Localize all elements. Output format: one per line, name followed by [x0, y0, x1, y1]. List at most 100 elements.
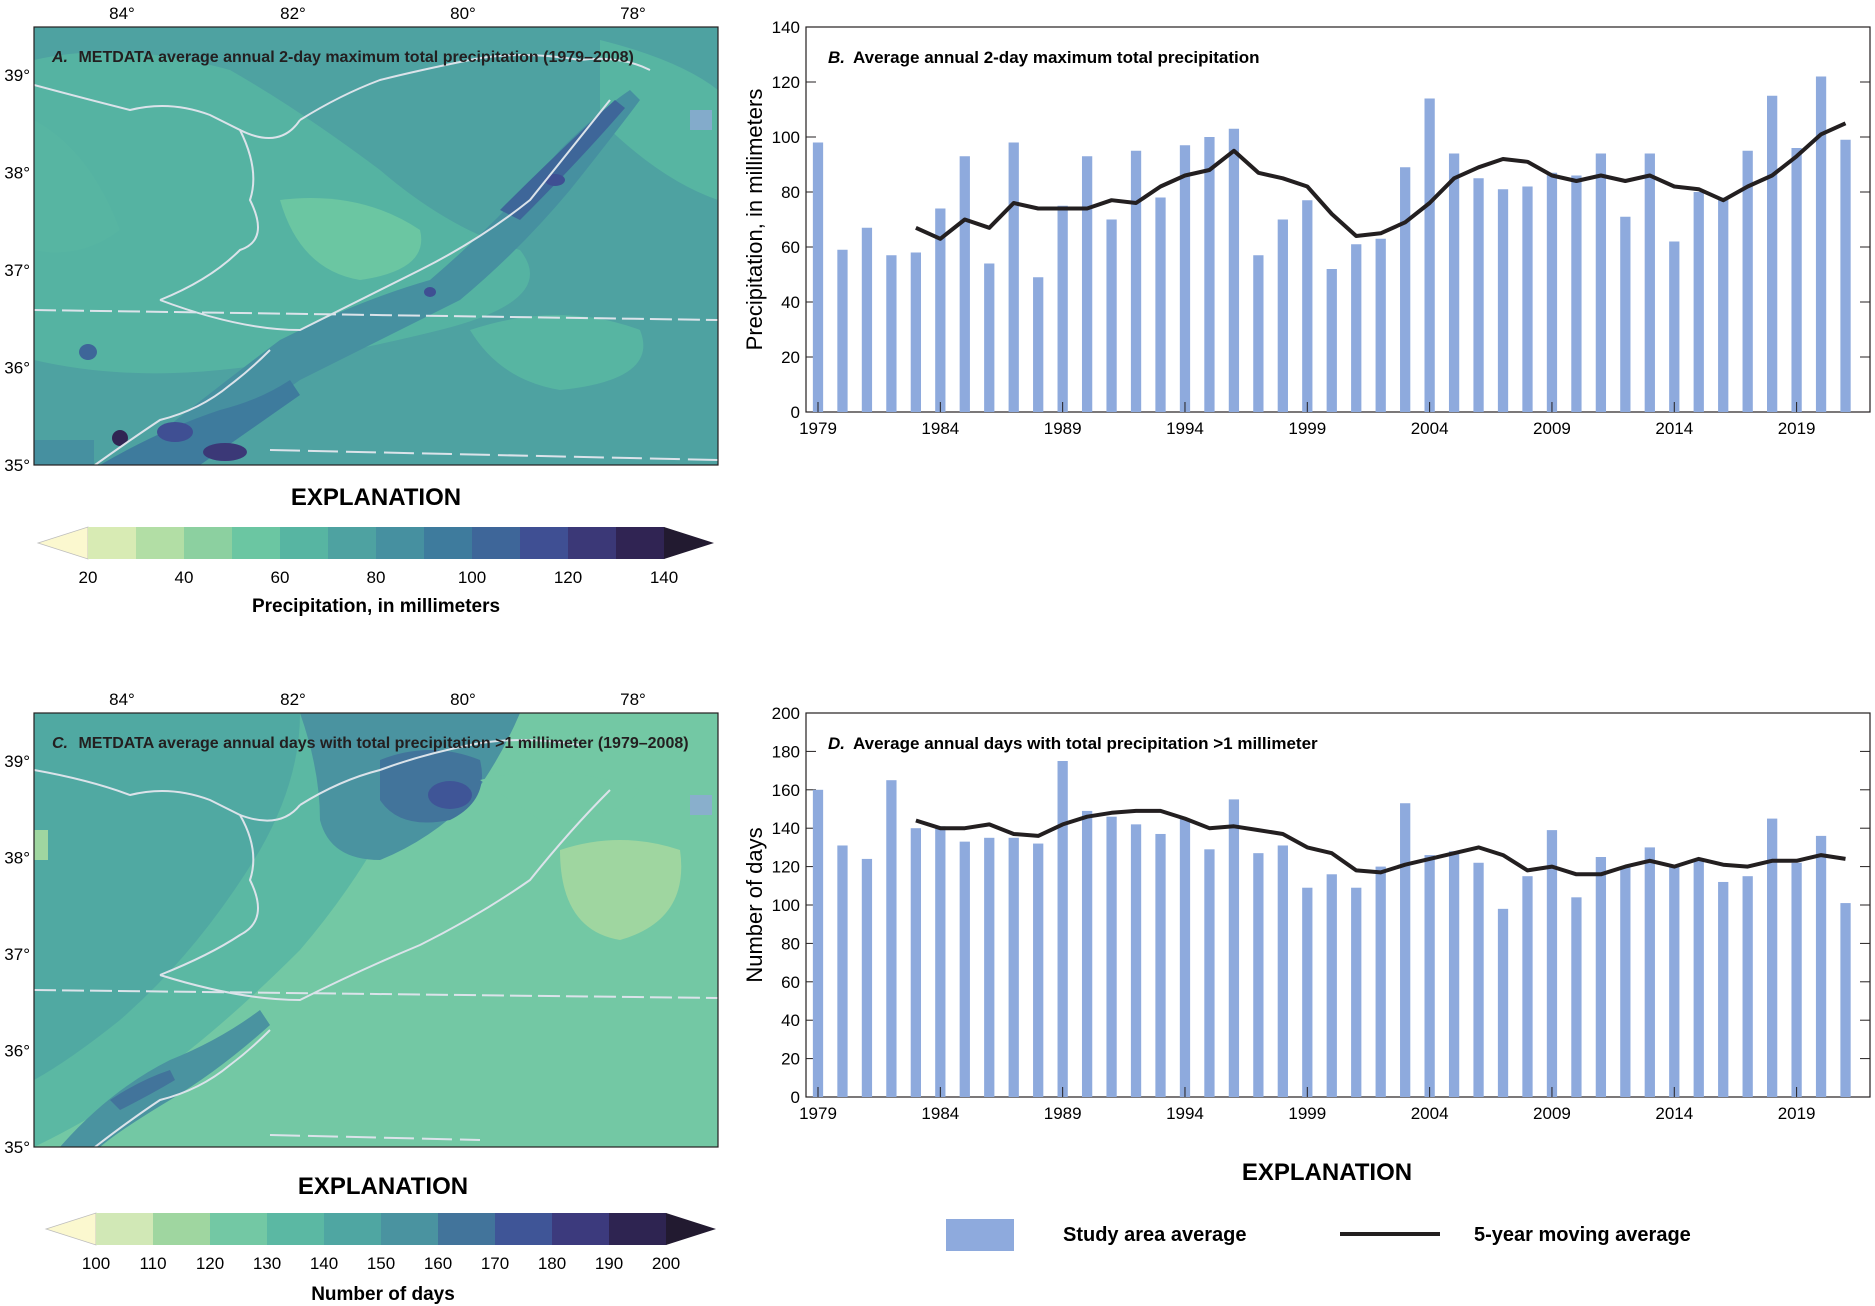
colorbar-tick-label: 20	[79, 568, 98, 587]
panel-c-letter: C.	[52, 735, 68, 752]
x-tick-label: 1994	[1166, 1104, 1204, 1123]
colorbar-swatch	[267, 1213, 325, 1245]
colorbar-tick-label: 200	[652, 1254, 680, 1273]
x-tick-label: 1989	[1044, 1104, 1082, 1123]
y-tick-label: 100	[772, 128, 800, 147]
colorbar-low-arrow	[36, 526, 89, 560]
colorbar-swatch	[495, 1213, 553, 1245]
colorbar-swatch	[232, 527, 281, 559]
lon-label: 80°	[450, 690, 476, 709]
bar	[837, 845, 848, 1097]
bar	[1522, 186, 1533, 412]
lat-labels-c: 39° 38° 37° 36° 35°	[4, 752, 30, 1157]
colorbar-tick-label: 100	[82, 1254, 110, 1273]
bar	[1767, 95, 1778, 412]
colorbar-swatch	[568, 527, 617, 559]
bar	[1424, 855, 1435, 1097]
bar	[984, 837, 995, 1097]
chart-legend: EXPLANATION Study area average 5-year mo…	[946, 1159, 1691, 1251]
lat-label: 39°	[4, 66, 30, 85]
explanation-heading-c: EXPLANATION	[298, 1173, 468, 1200]
x-tick-label: 2014	[1655, 419, 1693, 438]
bar	[959, 156, 970, 412]
panel-a-title: METDATA average annual 2-day maximum tot…	[78, 49, 633, 66]
bar	[984, 263, 995, 412]
lon-label: 78°	[620, 690, 646, 709]
bar	[1448, 153, 1460, 412]
y-tick-label: 60	[781, 973, 800, 992]
lat-label: 35°	[4, 1138, 30, 1157]
bar	[1767, 818, 1778, 1097]
y-tick-label: 140	[772, 819, 800, 838]
bar	[1840, 139, 1851, 412]
svg-text:A. METDATA average annua: A. METDATA average annual 2-day maximum …	[51, 49, 634, 66]
precipitation-map-a	[34, 27, 718, 465]
bar	[1473, 862, 1484, 1097]
lon-label: 82°	[280, 4, 306, 23]
bar	[1081, 156, 1093, 412]
colorbar-label-c: Number of days	[311, 1284, 455, 1305]
chart-title-text: Average annual 2-day maximum total preci…	[853, 48, 1260, 67]
chart-title: B. Average annual 2-day maximum total pre…	[828, 48, 1260, 67]
x-tick-label: 1984	[921, 419, 959, 438]
lon-label: 84°	[109, 690, 135, 709]
bar	[1815, 76, 1827, 412]
bar	[1033, 277, 1044, 412]
moving-average-line	[915, 121, 1847, 241]
chart-title-text: Average annual days with total precipita…	[853, 734, 1318, 753]
bar	[1351, 887, 1362, 1097]
lat-label: 36°	[4, 359, 30, 378]
bar	[1277, 845, 1288, 1097]
colorbar-tick-label: 110	[139, 1254, 166, 1273]
bar	[1057, 761, 1068, 1097]
bar	[1644, 153, 1655, 412]
legend-bar-label: Study area average	[1063, 1224, 1246, 1246]
colorbar-swatch	[616, 527, 665, 559]
x-tick-label: 2004	[1411, 419, 1449, 438]
chart-letter: D.	[828, 734, 845, 753]
bar	[1081, 810, 1093, 1097]
y-tick-label: 140	[772, 18, 800, 37]
state-boundaries-c	[34, 739, 718, 1147]
bar	[1840, 903, 1851, 1097]
bar	[1669, 864, 1680, 1097]
bar	[1326, 874, 1337, 1097]
colorbar-tick-label: 100	[458, 568, 486, 587]
bar	[1473, 178, 1484, 412]
colorbar-swatch	[328, 527, 377, 559]
colorbar-high-arrow	[666, 1213, 716, 1245]
x-tick-label: 1999	[1288, 419, 1326, 438]
bar	[1155, 197, 1166, 412]
bar	[1400, 803, 1411, 1097]
colorbar-tick-label: 180	[538, 1254, 566, 1273]
bar	[935, 826, 946, 1097]
colorbar-swatch	[96, 1213, 154, 1245]
bar	[1595, 153, 1607, 412]
bar	[1375, 238, 1386, 412]
bar	[1277, 219, 1288, 412]
bar	[837, 249, 848, 412]
lat-labels-a: 39° 38° 37° 36° 35°	[4, 66, 30, 475]
bar	[1008, 142, 1019, 412]
colorbar-tick-label: 130	[253, 1254, 281, 1273]
y-axis-label: Precipitation, in millimeters	[742, 89, 767, 351]
bar	[1595, 857, 1607, 1097]
x-tick-label: 1979	[799, 1104, 837, 1123]
svg-text:C. METDATA average annua: C. METDATA average annual days with tota…	[52, 735, 689, 752]
y-tick-label: 160	[772, 781, 800, 800]
colorbar-swatch	[376, 527, 425, 559]
y-tick-label: 80	[781, 183, 800, 202]
bar	[1620, 866, 1631, 1097]
lat-label: 36°	[4, 1042, 30, 1061]
colorbar-low-arrow	[44, 1212, 97, 1246]
legend-line-label: 5-year moving average	[1474, 1224, 1691, 1246]
legend-explanation-heading: EXPLANATION	[1242, 1159, 1412, 1186]
lat-label: 39°	[4, 752, 30, 771]
x-tick-label: 1979	[799, 419, 837, 438]
bar	[1253, 255, 1264, 412]
bar	[1302, 200, 1313, 412]
bar	[959, 841, 970, 1097]
colorbar-tick-label: 190	[595, 1254, 623, 1273]
bar	[1253, 853, 1264, 1097]
bar	[1155, 833, 1166, 1097]
